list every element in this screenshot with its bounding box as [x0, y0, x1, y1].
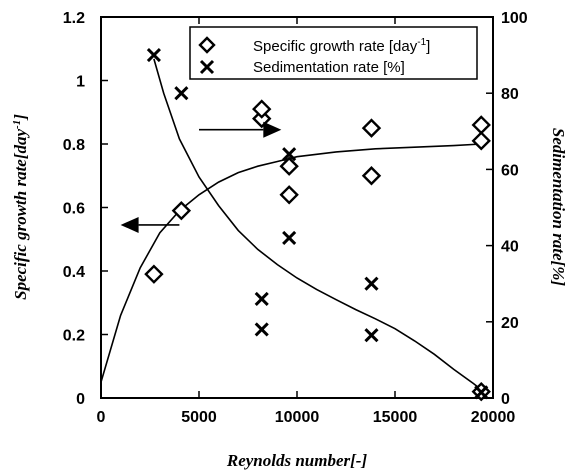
y-left-tick-label: 0.4 [63, 264, 85, 281]
y-right-tick-label: 40 [501, 239, 519, 256]
y-left-tick-label: 1.2 [63, 10, 85, 27]
arrow-annotations [120, 121, 282, 233]
growth-rate-point [279, 185, 299, 205]
arrow-right-annotation [199, 121, 282, 138]
data-points [144, 48, 491, 402]
sedimentation-fit-curve [153, 58, 484, 392]
growth-rate-point [171, 200, 192, 221]
sedimentation-rate-point [254, 322, 269, 337]
growth-rate-point [252, 99, 272, 119]
sedimentation-rate-point [474, 385, 489, 400]
x-tick-label: 0 [97, 409, 106, 426]
growth-rate-point [471, 131, 491, 151]
x-tick-label: 15000 [373, 409, 418, 426]
y-right-tick-label: 0 [501, 391, 510, 408]
growth-rate-point [361, 118, 382, 138]
growth-rate-point [471, 115, 491, 135]
sedimentation-rate-point [254, 291, 269, 307]
legend: Specific growth rate [day-1] Sedimentati… [189, 26, 478, 80]
x-tick-label: 20000 [471, 409, 516, 426]
y-right-tick-label: 100 [501, 10, 528, 27]
sedimentation-rate-point [282, 230, 297, 246]
sedimentation-rate-point [146, 48, 161, 63]
legend-label-sedimentation: Sedimentation rate [%] [253, 59, 405, 76]
sedimentation-rate-point [364, 328, 379, 343]
plot-area: 0 5000 10000 15000 2000000.20.40.60.811.2020… [63, 10, 528, 426]
y-axis-right-title: Sedimentation rate[%] [549, 128, 565, 287]
arrow-left-annotation [120, 216, 180, 233]
fit-curves [100, 58, 484, 392]
y-left-tick-label: 0.8 [63, 137, 85, 154]
y-right-tick-label: 80 [501, 86, 519, 103]
legend-diamond [198, 36, 216, 54]
legend-cross-marker [199, 59, 215, 75]
y-left-tick-label: 0 [76, 391, 85, 408]
x-tick-label: 10000 [275, 409, 320, 426]
legend-box [189, 26, 478, 80]
y-right-tick-label: 60 [501, 162, 519, 179]
growth-rate-point [361, 166, 382, 186]
y-left-tick-label: 0.2 [63, 328, 85, 345]
y-axis-left-title: Specific growth rate[day-1] [11, 114, 30, 300]
y-left-tick-label: 0.6 [63, 201, 85, 218]
sedimentation-rate-point [282, 147, 297, 162]
sedimentation-rate-point [174, 86, 189, 101]
x-axis-title: Reynolds number[-] [226, 451, 368, 470]
x-tick-label: 5000 [181, 409, 217, 426]
growth-rate-point [279, 156, 299, 176]
growth-rate-point [144, 264, 164, 284]
legend-cross [199, 59, 215, 75]
y-right-tick-label: 20 [501, 315, 519, 332]
y-left-tick-label: 1 [76, 74, 85, 91]
legend-diamond-marker [198, 36, 216, 54]
ticks-layer: 0 5000 10000 15000 2000000.20.40.60.811.2020… [63, 10, 528, 426]
growth-fit-curve [100, 143, 482, 383]
sedimentation-rate-point [364, 276, 379, 291]
legend-label-growth: Specific growth rate [day-1] [253, 37, 430, 55]
